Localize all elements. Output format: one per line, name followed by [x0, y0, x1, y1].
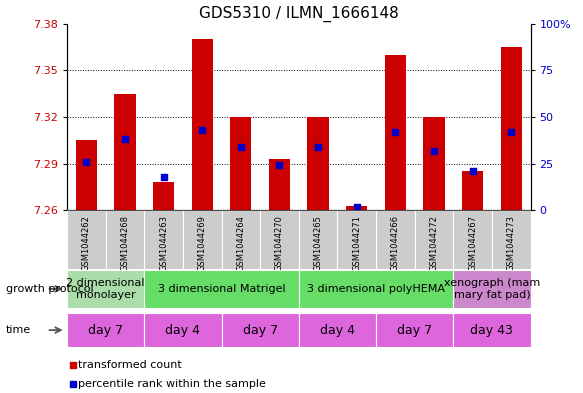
- Text: GSM1044265: GSM1044265: [314, 215, 322, 271]
- Point: [68, 381, 77, 387]
- Bar: [144, 313, 222, 347]
- Bar: [385, 55, 406, 210]
- Bar: [76, 140, 97, 210]
- Bar: [462, 171, 483, 210]
- Text: GSM1044270: GSM1044270: [275, 215, 284, 271]
- Bar: [114, 94, 136, 210]
- Point: [159, 173, 168, 180]
- Text: time: time: [6, 325, 31, 335]
- Point: [352, 204, 361, 210]
- Point: [82, 158, 91, 165]
- Bar: [153, 182, 174, 210]
- Text: xenograph (mam
mary fat pad): xenograph (mam mary fat pad): [444, 278, 540, 299]
- Text: day 7: day 7: [88, 323, 123, 337]
- Bar: [230, 117, 251, 210]
- Bar: [269, 159, 290, 210]
- Bar: [67, 210, 106, 269]
- Text: GSM1044263: GSM1044263: [159, 215, 168, 271]
- Text: GSM1044262: GSM1044262: [82, 215, 91, 271]
- Bar: [67, 270, 144, 308]
- Point: [120, 136, 129, 142]
- Text: day 43: day 43: [470, 323, 514, 337]
- Bar: [376, 313, 454, 347]
- Bar: [346, 206, 367, 210]
- Bar: [67, 313, 144, 347]
- Point: [391, 129, 400, 135]
- Point: [198, 127, 207, 133]
- Text: transformed count: transformed count: [78, 360, 182, 370]
- Text: day 4: day 4: [166, 323, 201, 337]
- Bar: [415, 210, 453, 269]
- Bar: [338, 210, 376, 269]
- Bar: [144, 270, 298, 308]
- Text: 3 dimensional polyHEMA: 3 dimensional polyHEMA: [307, 284, 445, 294]
- Text: GSM1044268: GSM1044268: [121, 215, 129, 271]
- Text: GSM1044266: GSM1044266: [391, 215, 400, 271]
- Bar: [222, 313, 298, 347]
- Bar: [492, 210, 531, 269]
- Point: [314, 143, 323, 150]
- Text: GSM1044272: GSM1044272: [430, 215, 438, 271]
- Text: growth protocol: growth protocol: [6, 284, 93, 294]
- Bar: [423, 117, 445, 210]
- Text: GSM1044273: GSM1044273: [507, 215, 516, 271]
- Bar: [501, 47, 522, 210]
- Text: GSM1044264: GSM1044264: [236, 215, 245, 271]
- Bar: [183, 210, 222, 269]
- Text: GSM1044269: GSM1044269: [198, 215, 207, 271]
- Text: percentile rank within the sample: percentile rank within the sample: [78, 379, 266, 389]
- Bar: [454, 270, 531, 308]
- Text: day 4: day 4: [320, 323, 355, 337]
- Title: GDS5310 / ILMN_1666148: GDS5310 / ILMN_1666148: [199, 6, 399, 22]
- Text: day 7: day 7: [397, 323, 432, 337]
- Point: [236, 143, 245, 150]
- Bar: [454, 313, 531, 347]
- Point: [68, 362, 77, 368]
- Bar: [260, 210, 298, 269]
- Bar: [307, 117, 329, 210]
- Bar: [298, 270, 453, 308]
- Bar: [298, 313, 376, 347]
- Point: [507, 129, 516, 135]
- Bar: [222, 210, 260, 269]
- Point: [275, 162, 284, 169]
- Text: 2 dimensional
monolayer: 2 dimensional monolayer: [66, 278, 145, 299]
- Bar: [376, 210, 415, 269]
- Text: day 7: day 7: [243, 323, 278, 337]
- Point: [429, 147, 438, 154]
- Bar: [192, 39, 213, 210]
- Text: GSM1044267: GSM1044267: [468, 215, 477, 271]
- Text: GSM1044271: GSM1044271: [352, 215, 361, 271]
- Bar: [298, 210, 338, 269]
- Bar: [106, 210, 144, 269]
- Bar: [144, 210, 183, 269]
- Point: [468, 168, 477, 174]
- Text: 3 dimensional Matrigel: 3 dimensional Matrigel: [158, 284, 285, 294]
- Bar: [454, 210, 492, 269]
